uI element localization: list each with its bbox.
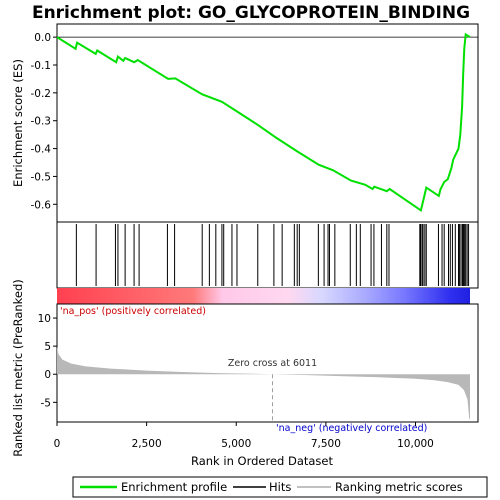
es-ytick-label: -0.1 xyxy=(31,60,52,72)
chart-title: Enrichment plot: GO_GLYCOPROTEIN_BINDING xyxy=(32,3,470,23)
metric-ylabel: Ranked list metric (PreRanked) xyxy=(11,279,25,457)
x-tick-label: 5,000 xyxy=(221,438,251,450)
metric-ytick-label: 5 xyxy=(44,341,51,353)
metric-ytick-label: 10 xyxy=(38,313,51,325)
es-ytick-label: -0.3 xyxy=(31,116,52,128)
pos-correlated-label: 'na_pos' (positively correlated) xyxy=(60,306,206,317)
hits-frame xyxy=(57,222,478,288)
es-plot-frame xyxy=(57,24,478,222)
x-tick-label: 0 xyxy=(54,438,61,450)
neg-correlated-label: 'na_neg' (negatively correlated) xyxy=(276,423,427,434)
x-axis-label: Rank in Ordered Dataset xyxy=(191,454,334,468)
es-ytick-label: 0.0 xyxy=(34,32,51,44)
metric-y-ticks: 10 5 0 -5 xyxy=(38,313,57,409)
metric-ytick-label: 0 xyxy=(44,369,51,381)
es-ytick-label: -0.6 xyxy=(31,199,52,211)
x-tick-label: 7,500 xyxy=(311,438,341,450)
x-tick-label: 2,500 xyxy=(132,438,162,450)
es-ytick-label: -0.5 xyxy=(31,171,52,183)
metric-panel: 10 5 0 -5 Zero cross at 6011 'na_pos' (posi… xyxy=(11,279,478,457)
legend-label-metric: Ranking metric scores xyxy=(335,480,463,494)
rank-heatbar xyxy=(57,288,470,304)
es-panel: 0.0 -0.1 -0.2 -0.3 -0.4 -0.5 -0.6 Enrichment s… xyxy=(11,24,478,222)
metric-ytick-label: -5 xyxy=(41,397,51,409)
es-ylabel: Enrichment score (ES) xyxy=(11,59,25,187)
legend-label-hits: Hits xyxy=(269,480,291,494)
heatbar-fill xyxy=(57,288,470,304)
es-ytick-label: -0.2 xyxy=(31,88,52,100)
es-y-ticks: 0.0 -0.1 -0.2 -0.3 -0.4 -0.5 -0.6 xyxy=(31,32,58,211)
es-ytick-label: -0.4 xyxy=(31,144,52,156)
legend-label-enrichment: Enrichment profile xyxy=(121,480,227,494)
zero-cross-label: Zero cross at 6011 xyxy=(228,358,317,369)
hits-panel xyxy=(57,222,478,288)
legend: Enrichment profile Hits Ranking metric s… xyxy=(73,477,487,497)
x-tick-label: 10,000 xyxy=(397,438,434,450)
